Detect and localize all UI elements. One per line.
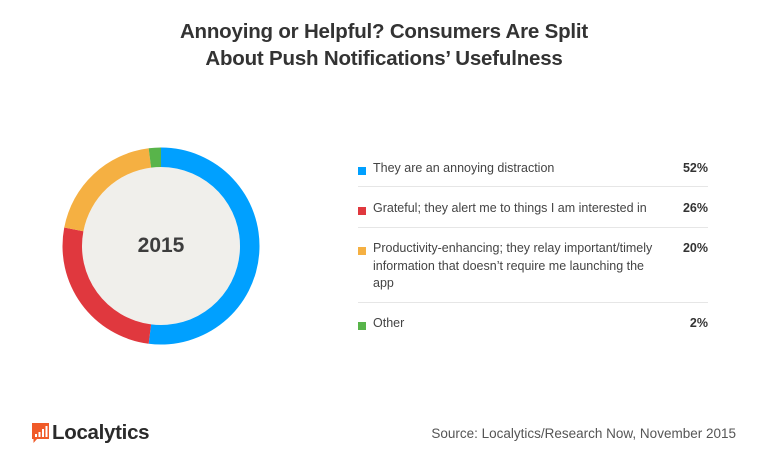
chart-title: Annoying or Helpful? Consumers Are Split… <box>0 18 768 72</box>
legend-item: Other 2% <box>358 303 708 343</box>
donut-segment <box>62 227 152 344</box>
legend-label: Productivity-enhancing; they relay impor… <box>373 241 653 290</box>
donut-center-label: 2015 <box>137 234 185 257</box>
donut-inner-fill <box>82 167 240 325</box>
legend-label: Other <box>373 316 405 330</box>
legend-item: They are an annoying distraction 52% <box>358 150 708 187</box>
legend-value: 26% <box>682 201 708 215</box>
chart-title-line-2: About Push Notifications’ Usefulness <box>205 47 563 70</box>
legend-item: Productivity-enhancing; they relay impor… <box>358 228 708 303</box>
legend-swatch <box>358 247 366 255</box>
chart-title-line-1: Annoying or Helpful? Consumers Are Split <box>179 20 589 43</box>
donut-segment <box>148 147 260 345</box>
legend-value: 2% <box>689 316 708 330</box>
legend-label: They are an annoying distraction <box>373 161 555 175</box>
donut-chart: 2015 <box>62 147 260 345</box>
legend: They are an annoying distraction 52% Gra… <box>358 150 708 343</box>
source-note: Source: Localytics/Research Now, Novembe… <box>431 426 736 441</box>
legend-label: Grateful; they alert me to things I am i… <box>373 201 647 215</box>
legend-item: Grateful; they alert me to things I am i… <box>358 187 708 228</box>
legend-value: 20% <box>682 241 708 255</box>
bar-chart-speech-bubble-icon <box>32 422 49 443</box>
legend-swatch <box>358 167 366 175</box>
legend-swatch <box>358 207 366 215</box>
logo-text: Localytics <box>52 421 150 444</box>
legend-swatch <box>358 322 366 330</box>
donut-segment <box>64 148 152 232</box>
localytics-logo: Localytics <box>32 421 150 445</box>
legend-value: 52% <box>682 161 708 175</box>
donut-chart-svg <box>62 147 260 345</box>
donut-segment <box>148 147 161 168</box>
